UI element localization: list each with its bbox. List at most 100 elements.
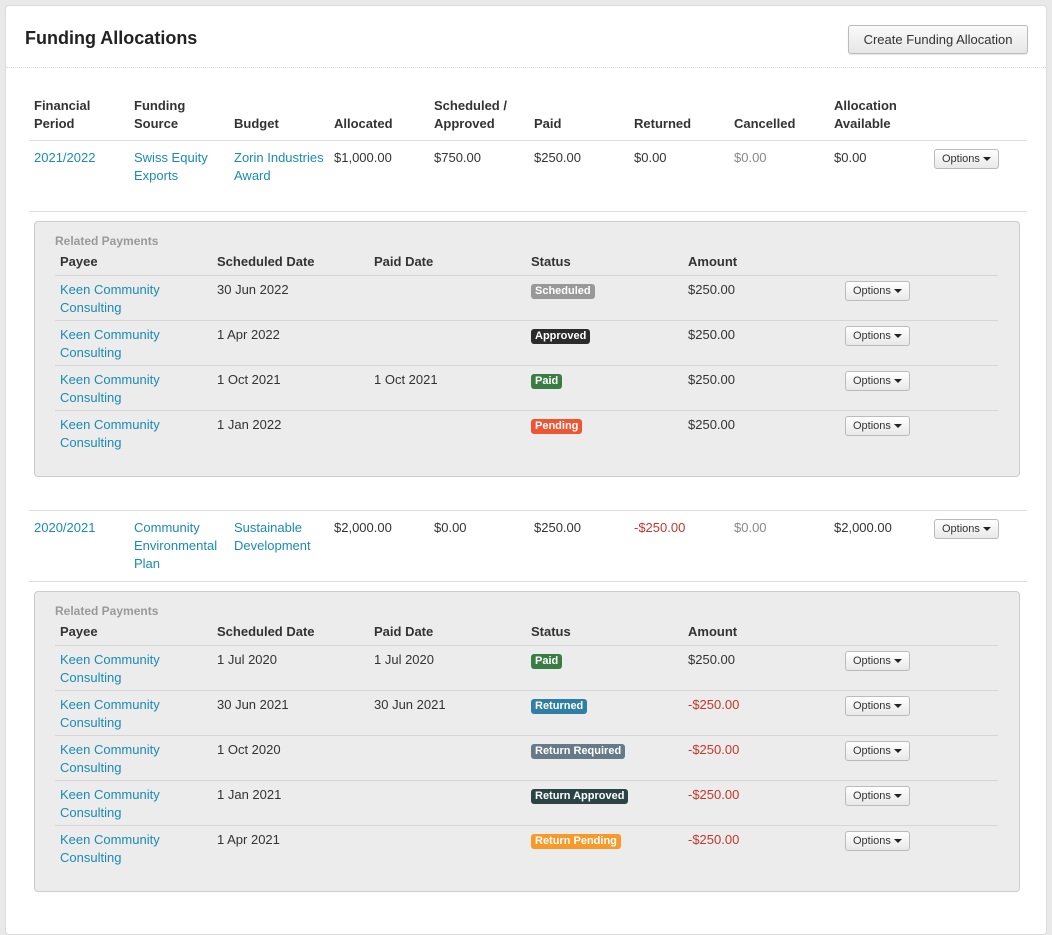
column-header: Cancelled xyxy=(734,116,796,131)
options-label: Options xyxy=(853,700,891,712)
status-cell: Scheduled xyxy=(526,281,683,320)
options-button[interactable]: Options xyxy=(845,416,910,436)
payment-row: Keen Community Consulting 1 Jan 2022 Pendi… xyxy=(55,411,998,456)
caret-down-icon xyxy=(893,659,902,664)
payment-options-cell: Options xyxy=(840,281,997,320)
allocation-cancelled: $0.00 xyxy=(734,520,767,535)
status-cell: Return Required xyxy=(526,741,683,780)
payment-column-header: Status xyxy=(531,254,571,269)
options-button[interactable]: Options xyxy=(934,149,999,169)
payment-column-header: Payee xyxy=(60,254,98,269)
status-cell: Pending xyxy=(526,416,683,456)
payment-amount: -$250.00 xyxy=(688,697,740,712)
allocation-scheduled: $750.00 xyxy=(434,150,481,165)
allocation-available: $2,000.00 xyxy=(834,520,892,535)
payee-link[interactable]: Keen Community Consulting xyxy=(60,697,160,730)
payee-link[interactable]: Keen Community Consulting xyxy=(60,742,160,775)
options-cell: Options xyxy=(929,149,1027,211)
payee-link[interactable]: Keen Community Consulting xyxy=(60,372,160,405)
options-button[interactable]: Options xyxy=(845,786,910,806)
status-cell: Return Pending xyxy=(526,831,683,871)
payment-amount: -$250.00 xyxy=(688,787,740,802)
funding-allocations-card: Funding Allocations Create Funding Alloc… xyxy=(5,5,1047,935)
payment-options-cell: Options xyxy=(840,741,997,780)
caret-down-icon xyxy=(893,749,902,754)
options-label: Options xyxy=(853,655,891,667)
caret-down-icon xyxy=(893,289,902,294)
payee-link[interactable]: Keen Community Consulting xyxy=(60,327,160,360)
payment-amount: -$250.00 xyxy=(688,832,740,847)
payment-column-header: Status xyxy=(531,624,571,639)
payment-column-options xyxy=(840,253,997,271)
payment-options-cell: Options xyxy=(840,786,997,825)
payment-amount: -$250.00 xyxy=(688,742,740,757)
allocation-row: 2021/2022 Swiss Equity Exports Zorin Indus… xyxy=(29,141,1027,212)
related-payments-label: Related Payments xyxy=(55,604,159,618)
options-button[interactable]: Options xyxy=(845,326,910,346)
payment-column-header: Paid Date xyxy=(374,254,434,269)
status-badge: Approved xyxy=(531,329,591,344)
allocation-allocated: $2,000.00 xyxy=(334,520,392,535)
page-title: Funding Allocations xyxy=(25,28,198,48)
payment-options-cell: Options xyxy=(840,416,997,456)
payment-options-cell: Options xyxy=(840,831,997,871)
paid-date xyxy=(369,831,526,871)
column-header: Allocation Available xyxy=(834,98,897,131)
allocation-row: 2020/2021 Community Environmental Plan Sus… xyxy=(29,511,1027,582)
options-button[interactable]: Options xyxy=(845,696,910,716)
allocation-budget[interactable]: Sustainable Development xyxy=(234,520,311,553)
allocation-source[interactable]: Community Environmental Plan xyxy=(134,520,218,571)
payment-column-header: Amount xyxy=(688,624,738,639)
payee-link[interactable]: Keen Community Consulting xyxy=(60,417,160,450)
allocation-available: $0.00 xyxy=(834,150,867,165)
options-label: Options xyxy=(853,420,891,432)
create-funding-allocation-button[interactable]: Create Funding Allocation xyxy=(848,25,1028,54)
payment-column-header: Scheduled Date xyxy=(217,624,315,639)
allocation-period[interactable]: 2021/2022 xyxy=(34,150,96,165)
related-payments-label: Related Payments xyxy=(55,234,159,248)
payee-link[interactable]: Keen Community Consulting xyxy=(60,652,160,685)
payee-link[interactable]: Keen Community Consulting xyxy=(60,282,160,315)
scheduled-date: 30 Jun 2021 xyxy=(217,697,289,712)
payment-options-cell: Options xyxy=(840,696,997,735)
status-badge: Returned xyxy=(531,699,588,714)
payee-link[interactable]: Keen Community Consulting xyxy=(60,832,160,865)
options-button[interactable]: Options xyxy=(845,651,910,671)
allocation-source[interactable]: Swiss Equity Exports xyxy=(134,150,208,183)
options-button[interactable]: Options xyxy=(845,831,910,851)
caret-down-icon xyxy=(893,704,902,709)
payment-column-header: Amount xyxy=(688,254,738,269)
caret-down-icon xyxy=(982,157,991,162)
options-button[interactable]: Options xyxy=(845,371,910,391)
status-badge: Scheduled xyxy=(531,284,595,299)
options-label: Options xyxy=(853,285,891,297)
options-label: Options xyxy=(853,375,891,387)
status-badge: Return Required xyxy=(531,744,626,759)
allocation-cancelled: $0.00 xyxy=(734,150,767,165)
paid-date xyxy=(369,326,526,365)
payment-row: Keen Community Consulting 1 Oct 2020 Retur… xyxy=(55,736,998,781)
payments-header: Payee Scheduled Date Paid Date Status Amount xyxy=(55,618,998,646)
options-button[interactable]: Options xyxy=(845,741,910,761)
payment-row: Keen Community Consulting 1 Jan 2021 Retur… xyxy=(55,781,998,826)
paid-date: 1 Oct 2021 xyxy=(374,372,438,387)
payment-row: Keen Community Consulting 1 Apr 2021 Retur… xyxy=(55,826,998,871)
allocation-period[interactable]: 2020/2021 xyxy=(34,520,96,535)
caret-down-icon xyxy=(893,794,902,799)
status-cell: Return Approved xyxy=(526,786,683,825)
status-badge: Return Approved xyxy=(531,789,629,804)
options-label: Options xyxy=(853,835,891,847)
payments-header: Payee Scheduled Date Paid Date Status Amount xyxy=(55,248,998,276)
payee-link[interactable]: Keen Community Consulting xyxy=(60,787,160,820)
payment-amount: $250.00 xyxy=(688,652,735,667)
status-cell: Approved xyxy=(526,326,683,365)
allocation-budget[interactable]: Zorin Industries Award xyxy=(234,150,324,183)
options-button[interactable]: Options xyxy=(845,281,910,301)
options-button[interactable]: Options xyxy=(934,519,999,539)
status-cell: Paid xyxy=(526,371,683,410)
payment-row: Keen Community Consulting 30 Jun 2022 Sche… xyxy=(55,276,998,321)
payment-column-options xyxy=(840,623,997,641)
paid-date xyxy=(369,786,526,825)
allocation-paid: $250.00 xyxy=(534,520,581,535)
column-header: Paid xyxy=(534,116,562,131)
